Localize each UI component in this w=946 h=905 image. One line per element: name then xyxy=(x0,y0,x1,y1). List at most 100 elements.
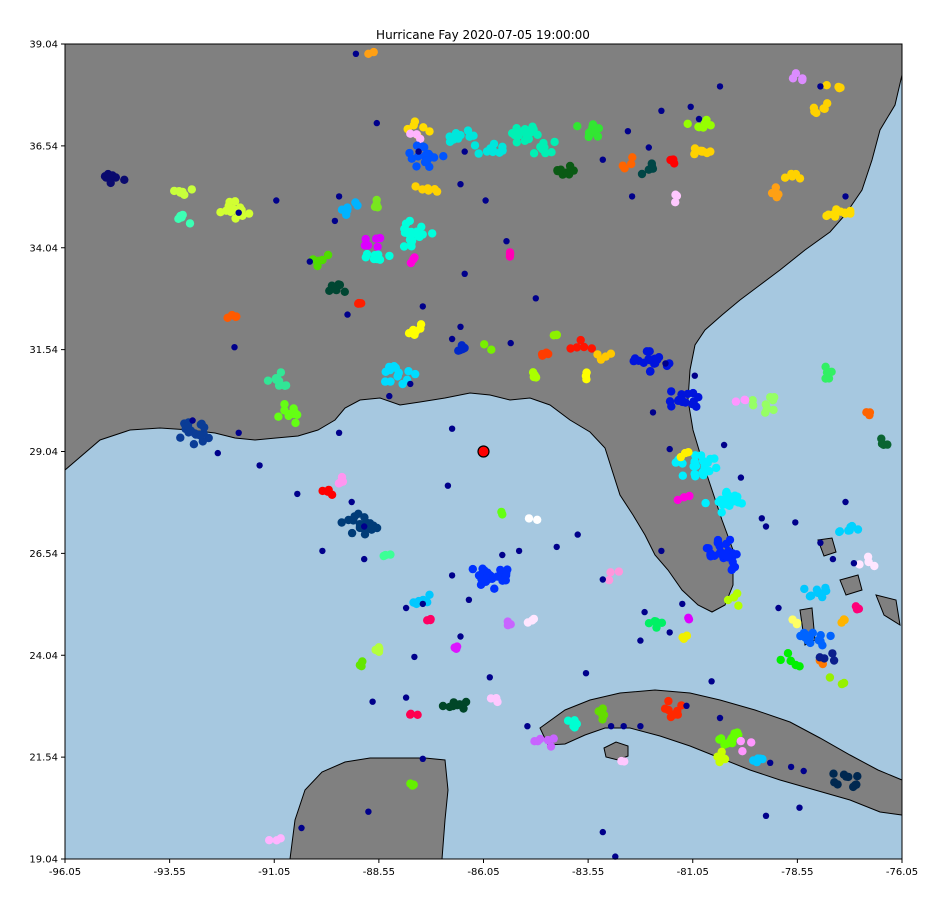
cluster-31 xyxy=(406,253,419,268)
cluster-point xyxy=(717,508,726,517)
cluster-point xyxy=(379,551,388,561)
cluster-point xyxy=(637,169,647,179)
cluster-point xyxy=(372,234,381,243)
cluster-91 xyxy=(450,642,462,653)
isolated-point xyxy=(189,417,196,424)
cluster-point xyxy=(505,248,515,257)
cluster-82 xyxy=(788,615,802,629)
cluster-46 xyxy=(549,330,561,340)
isolated-point xyxy=(612,853,619,860)
cluster-2 xyxy=(174,210,195,228)
cluster-101 xyxy=(713,747,730,767)
cluster-point xyxy=(752,757,762,767)
cluster-point xyxy=(702,148,712,158)
cluster-point xyxy=(684,615,694,624)
isolated-point xyxy=(461,270,468,277)
cluster-point xyxy=(670,159,679,168)
cluster-point xyxy=(176,211,185,221)
cluster-point xyxy=(178,187,187,197)
cluster-point xyxy=(825,673,835,682)
cluster-69 xyxy=(524,514,542,524)
cluster-point xyxy=(470,141,480,150)
cluster-point xyxy=(546,742,556,751)
isolated-point xyxy=(775,604,782,612)
cluster-point xyxy=(883,440,892,449)
cluster-point xyxy=(550,137,559,147)
cluster-point xyxy=(587,344,596,353)
cluster-point xyxy=(572,343,582,352)
x-tick-label: -78.55 xyxy=(781,867,813,878)
cluster-point xyxy=(445,132,454,141)
cluster-64 xyxy=(337,509,382,539)
cluster-point xyxy=(274,412,283,421)
cluster-point xyxy=(533,515,542,524)
cluster-point xyxy=(501,571,511,580)
cluster-point xyxy=(691,461,701,471)
cluster-point xyxy=(835,527,845,536)
isolated-point xyxy=(231,344,238,351)
cluster-point xyxy=(487,345,496,354)
isolated-point xyxy=(348,498,355,506)
cluster-point xyxy=(120,175,129,184)
cluster-92 xyxy=(406,709,422,719)
isolated-point xyxy=(444,482,452,489)
cluster-point xyxy=(411,327,421,336)
cluster-point xyxy=(569,720,578,730)
cluster-56 xyxy=(877,434,892,449)
isolated-point xyxy=(386,392,393,400)
cluster-point xyxy=(565,161,575,171)
cluster-point xyxy=(185,219,195,228)
isolated-point xyxy=(658,107,665,115)
cluster-point xyxy=(816,637,825,646)
isolated-point xyxy=(817,539,824,546)
cluster-point xyxy=(425,127,434,136)
cluster-55 xyxy=(862,408,875,420)
cluster-point xyxy=(822,586,831,596)
cluster-18 xyxy=(666,155,679,168)
cluster-point xyxy=(762,405,772,414)
cluster-point xyxy=(189,440,199,449)
isolated-point xyxy=(637,637,644,644)
cluster-86 xyxy=(825,673,849,689)
cluster-point xyxy=(274,381,284,390)
isolated-point xyxy=(716,83,724,90)
cluster-point xyxy=(594,707,603,716)
isolated-point xyxy=(411,653,418,661)
cluster-point xyxy=(723,595,733,605)
cluster-point xyxy=(452,642,462,651)
cluster-point xyxy=(373,242,382,252)
isolated-point xyxy=(767,759,774,766)
isolated-point xyxy=(679,600,686,608)
cluster-point xyxy=(342,210,351,219)
cluster-point xyxy=(657,618,667,627)
cluster-40 xyxy=(274,400,302,428)
isolated-point xyxy=(645,144,652,151)
cluster-66 xyxy=(318,485,337,499)
cluster-point xyxy=(480,566,489,575)
isolated-point xyxy=(691,372,698,379)
cluster-point xyxy=(853,772,862,781)
cluster-point xyxy=(419,123,428,132)
cluster-point xyxy=(846,206,855,216)
isolated-point xyxy=(695,115,703,123)
chart-title: Hurricane Fay 2020-07-05 19:00:00 xyxy=(376,28,590,42)
cluster-point xyxy=(357,662,366,671)
cluster-point xyxy=(533,130,542,139)
cluster-point xyxy=(849,782,858,792)
isolated-point xyxy=(214,449,221,457)
cluster-point xyxy=(528,122,537,131)
cluster-20 xyxy=(683,115,715,132)
cluster-point xyxy=(747,738,756,747)
isolated-point xyxy=(294,490,301,498)
cluster-point xyxy=(394,368,403,377)
cluster-point xyxy=(573,122,582,131)
cluster-point xyxy=(323,250,333,260)
cluster-point xyxy=(862,408,871,417)
cluster-point xyxy=(363,241,373,250)
cluster-51 xyxy=(665,387,703,411)
cluster-point xyxy=(630,354,640,363)
cluster-point xyxy=(737,499,746,508)
cluster-38 xyxy=(381,362,420,389)
cluster-point xyxy=(263,376,273,385)
cluster-62 xyxy=(835,521,863,537)
